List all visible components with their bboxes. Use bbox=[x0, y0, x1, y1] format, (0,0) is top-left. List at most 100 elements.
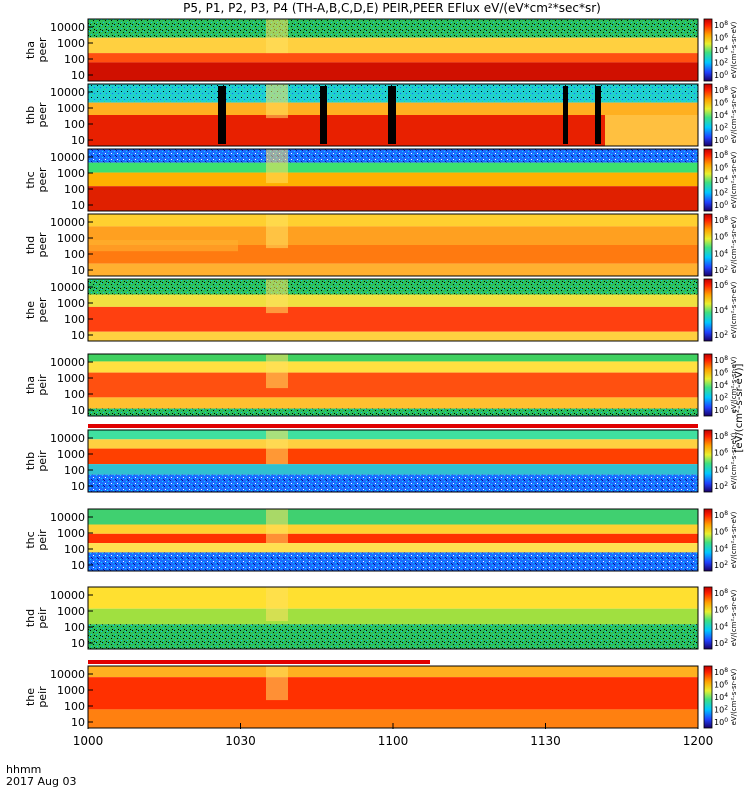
colorbar bbox=[703, 83, 713, 147]
y-tick-label: 1000 bbox=[57, 37, 85, 50]
colorbar-tick-label: 104 bbox=[714, 380, 728, 390]
colorbar-tick-label: 108 bbox=[714, 20, 728, 30]
spectrogram-feature bbox=[266, 279, 288, 314]
panel-frame bbox=[87, 353, 699, 417]
colorbar-tick-label: 106 bbox=[714, 232, 728, 242]
y-tick-label: 10 bbox=[71, 637, 85, 650]
colorbar-tick-label: 102 bbox=[714, 188, 728, 198]
y-tick-label: 10000 bbox=[50, 511, 85, 524]
y-tick-label: 100 bbox=[64, 464, 85, 477]
y-tick-label: 10 bbox=[71, 716, 85, 729]
spectrogram-band bbox=[88, 53, 698, 63]
y-tick-label: 10 bbox=[71, 134, 85, 147]
spectrogram-feature bbox=[266, 587, 288, 622]
colorbar bbox=[703, 278, 713, 342]
colorbar-tick-label: 106 bbox=[714, 33, 728, 43]
y-tick-label: 10 bbox=[71, 69, 85, 82]
panel-frame bbox=[87, 508, 699, 572]
colorbar-tick-label: 100 bbox=[714, 405, 728, 415]
panel-frame bbox=[87, 213, 699, 277]
y-tick-label: 100 bbox=[64, 53, 85, 66]
data-gap bbox=[218, 86, 226, 144]
spectrogram-band bbox=[88, 306, 698, 332]
y-tick-label: 100 bbox=[64, 700, 85, 713]
colorbar-tick-label: 108 bbox=[714, 667, 728, 677]
panel-label-product: peir bbox=[36, 450, 49, 472]
panel-label-product: peer bbox=[36, 232, 49, 258]
y-tick-label: 10000 bbox=[50, 432, 85, 445]
panel-frame bbox=[87, 83, 699, 147]
colorbar-unit-label: eV/(cm²-s-sr-eV) bbox=[730, 21, 738, 78]
colorbar-tick-label: 108 bbox=[714, 431, 728, 441]
spectrogram-feature bbox=[266, 430, 288, 465]
panel-label-probe: thb bbox=[24, 106, 37, 124]
colorbar-tick-label: 106 bbox=[714, 527, 728, 537]
spectrogram-band bbox=[88, 186, 698, 211]
spectrogram-band bbox=[88, 19, 698, 38]
panel-label-probe: tha bbox=[24, 376, 37, 394]
y-tick-label: 10000 bbox=[50, 356, 85, 369]
y-tick-label: 100 bbox=[64, 118, 85, 131]
colorbar-tick-label: 108 bbox=[714, 355, 728, 365]
spectrogram-feature bbox=[266, 84, 288, 119]
colorbar-tick-label: 100 bbox=[714, 70, 728, 80]
spectrogram-feature bbox=[266, 214, 288, 249]
spectrogram-band bbox=[88, 331, 698, 341]
x-tick-label: 1000 bbox=[73, 734, 104, 748]
colorbar bbox=[703, 508, 713, 572]
panel-label-product: peer bbox=[36, 102, 49, 128]
colorbar bbox=[703, 586, 713, 650]
y-tick-label: 1000 bbox=[57, 448, 85, 461]
colorbar-tick-label: 102 bbox=[714, 638, 728, 648]
spectrogram-band bbox=[88, 524, 698, 534]
colorbar-unit-label: eV/(cm²-s-sr-eV) bbox=[730, 281, 738, 338]
y-tick-label: 100 bbox=[64, 248, 85, 261]
y-tick-label: 1000 bbox=[57, 297, 85, 310]
flag-bar bbox=[88, 660, 430, 664]
spectrogram-band bbox=[88, 533, 698, 544]
colorbar-tick-label: 102 bbox=[714, 393, 728, 403]
colorbar-tick-label: 106 bbox=[714, 98, 728, 108]
spectrogram-feature bbox=[88, 240, 238, 252]
spectrogram-band bbox=[88, 624, 698, 649]
y-tick-label: 100 bbox=[64, 543, 85, 556]
colorbar-unit-label: eV/(cm²-s-sr-eV) bbox=[730, 511, 738, 568]
colorbar bbox=[703, 18, 713, 82]
spectrogram-band bbox=[88, 294, 698, 307]
colorbar bbox=[703, 353, 713, 417]
flag-bar bbox=[88, 424, 698, 428]
spectrogram-band bbox=[88, 245, 698, 264]
y-tick-label: 10 bbox=[71, 199, 85, 212]
colorbar-tick-label: 108 bbox=[714, 588, 728, 598]
spectrogram-band bbox=[88, 37, 698, 54]
spectrogram-feature bbox=[266, 149, 288, 184]
y-tick-label: 100 bbox=[64, 183, 85, 196]
colorbar-tick-label: 108 bbox=[714, 510, 728, 520]
panel-frame bbox=[87, 429, 699, 493]
spectrogram-band bbox=[88, 372, 698, 398]
spectrogram-band bbox=[88, 666, 698, 678]
y-tick-label: 10000 bbox=[50, 86, 85, 99]
panel-the_peer: 10000 1000 100 10 the peer 106 104 102 eV/(cm²-s-… bbox=[24, 278, 738, 342]
spectrogram-band bbox=[88, 464, 698, 475]
x-tick-label: 1030 bbox=[225, 734, 256, 748]
y-tick-label: 100 bbox=[64, 621, 85, 634]
y-tick-label: 100 bbox=[64, 313, 85, 326]
y-tick-label: 1000 bbox=[57, 102, 85, 115]
x-tick-label: 1130 bbox=[530, 734, 561, 748]
data-gap bbox=[388, 86, 396, 144]
y-tick-label: 1000 bbox=[57, 167, 85, 180]
spectrogram-band bbox=[88, 552, 698, 571]
y-tick-label: 10000 bbox=[50, 281, 85, 294]
colorbar-tick-label: 102 bbox=[714, 560, 728, 570]
colorbar bbox=[703, 429, 713, 493]
panel-label-product: peir bbox=[36, 529, 49, 551]
panel-label-probe: thd bbox=[24, 609, 37, 627]
spectrogram-band bbox=[88, 226, 698, 245]
colorbar-tick-label: 104 bbox=[714, 248, 728, 258]
x-footer-label: hhmm bbox=[6, 763, 41, 776]
